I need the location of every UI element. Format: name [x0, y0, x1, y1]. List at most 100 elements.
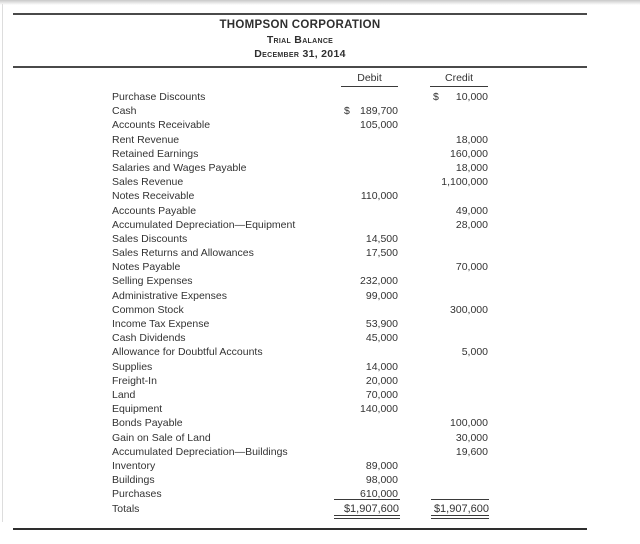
account-name: Rent Revenue — [112, 133, 180, 146]
dollar-sign: $ — [433, 91, 439, 103]
credit-value: 18,000 — [455, 133, 488, 146]
debit-value: 610,000 — [360, 488, 398, 501]
credit-value: 100,000 — [450, 417, 488, 430]
credit-amount-cell: 18,000 — [433, 133, 488, 147]
debit-double-underline — [334, 515, 400, 519]
report-title: Trial Balance — [266, 33, 334, 46]
debit-value: 232,000 — [360, 275, 398, 288]
credit-column-header: Credit — [430, 72, 488, 87]
debit-value: 105,000 — [360, 119, 398, 132]
company-name: THOMPSON CORPORATION — [219, 19, 381, 31]
table-row: Accounts Payable 49,000 — [0, 204, 640, 218]
table-row: Income Tax Expense 53,900 — [0, 317, 640, 331]
table-row: Cash $189,700 — [0, 104, 640, 118]
debit-amount-cell: $189,700 — [344, 104, 398, 118]
debit-total: $1,907,600 — [343, 503, 399, 515]
table-row: Bonds Payable 100,000 — [0, 416, 640, 430]
table-row: Purchase Discounts $10,000 — [0, 90, 640, 104]
table-row: Buildings 98,000 — [0, 473, 640, 487]
account-name: Sales Returns and Allowances — [112, 247, 254, 260]
debit-subtotal-rule — [334, 498, 400, 500]
credit-value: 300,000 — [450, 303, 488, 316]
account-name: Income Tax Expense — [112, 318, 210, 330]
debit-amount-cell: 17,500 — [344, 246, 398, 260]
debit-value: 53,900 — [365, 318, 398, 330]
credit-value: 19,600 — [455, 445, 488, 458]
table-row: Rent Revenue 18,000 — [0, 133, 640, 147]
table-row: Inventory 89,000 — [0, 459, 640, 473]
credit-amount-cell: 1,100,000 — [433, 175, 488, 189]
account-name: Bonds Payable — [112, 417, 183, 430]
debit-amount-cell: 89,000 — [344, 459, 398, 473]
table-row: Sales Revenue 1,100,000 — [0, 175, 640, 189]
debit-amount-cell: 53,900 — [344, 317, 398, 331]
account-name: Salaries and Wages Payable — [112, 161, 247, 174]
page-left-edge — [2, 4, 3, 522]
credit-value: 160,000 — [450, 147, 488, 160]
credit-amount-cell: 19,600 — [433, 445, 488, 459]
credit-amount-cell: 5,000 — [433, 345, 488, 359]
account-name: Notes Payable — [112, 261, 181, 274]
table-row: Selling Expenses 232,000 — [0, 274, 640, 288]
account-name: Freight-In — [112, 374, 157, 387]
credit-value: 49,000 — [455, 204, 488, 217]
credit-amount-cell: 30,000 — [433, 431, 488, 445]
table-row: Freight-In 20,000 — [0, 374, 640, 388]
table-row: Notes Payable 70,000 — [0, 260, 640, 274]
account-name: Accounts Payable — [112, 204, 197, 217]
credit-amount-cell: 49,000 — [433, 204, 488, 218]
debit-value: 110,000 — [360, 190, 398, 203]
table-row: Purchases 610,000 — [0, 487, 640, 501]
table-row: Retained Earnings 160,000 — [0, 147, 640, 161]
credit-value: 1,100,000 — [441, 176, 488, 189]
account-name: Purchases — [112, 488, 162, 501]
debit-amount-cell: 232,000 — [344, 274, 398, 288]
credit-value: 10,000 — [455, 91, 488, 103]
account-name: Cash Dividends — [112, 332, 186, 345]
report-header: THOMPSON CORPORATION Trial Balance Decem… — [13, 19, 587, 60]
table-row: Cash Dividends 45,000 — [0, 331, 640, 345]
debit-amount-cell: 98,000 — [344, 473, 398, 487]
credit-amount-cell: 160,000 — [433, 147, 488, 161]
debit-value: 70,000 — [365, 388, 398, 401]
debit-amount-cell: 14,500 — [344, 232, 398, 246]
table-row: Accumulated Depreciation—Equipment 28,00… — [0, 218, 640, 232]
debit-value: 20,000 — [365, 374, 398, 387]
debit-value: 89,000 — [365, 459, 398, 472]
table-row: Sales Discounts 14,500 — [0, 232, 640, 246]
account-name: Accounts Receivable — [112, 119, 211, 132]
debit-value: 45,000 — [365, 332, 398, 345]
account-name: Buildings — [112, 474, 155, 487]
account-name: Gain on Sale of Land — [112, 431, 211, 444]
table-row: Supplies 14,000 — [0, 360, 640, 374]
debit-amount-cell: 20,000 — [344, 374, 398, 388]
account-name: Equipment — [112, 403, 163, 416]
account-name: Administrative Expenses — [112, 289, 227, 302]
debit-amount-cell: 610,000 — [344, 487, 398, 501]
debit-amount-cell: 99,000 — [344, 289, 398, 303]
account-name: Land — [112, 388, 136, 401]
credit-amount-cell: 18,000 — [433, 161, 488, 175]
credit-subtotal-rule — [431, 498, 489, 500]
debit-value: 140,000 — [360, 403, 398, 416]
credit-amount-cell: 70,000 — [433, 260, 488, 274]
report-date: December 31, 2014 — [254, 48, 346, 60]
totals-label: Totals — [112, 503, 140, 515]
account-name: Common Stock — [112, 303, 184, 316]
account-name: Retained Earnings — [112, 147, 199, 160]
dollar-sign: $ — [344, 105, 350, 118]
account-name: Allowance for Doubtful Accounts — [112, 346, 263, 359]
debit-value: 99,000 — [365, 289, 398, 302]
credit-value: 70,000 — [455, 261, 488, 274]
credit-value: 5,000 — [461, 346, 488, 359]
account-name: Accumulated Depreciation—Buildings — [112, 445, 288, 458]
account-name: Notes Receivable — [112, 190, 195, 203]
debit-value: 14,000 — [365, 360, 398, 373]
table-row: Sales Returns and Allowances 17,500 — [0, 246, 640, 260]
account-rows: Purchase Discounts $10,000 Cash $189,700… — [0, 90, 640, 501]
credit-amount-cell: 300,000 — [433, 303, 488, 317]
table-row: Common Stock 300,000 — [0, 303, 640, 317]
debit-amount-cell: 110,000 — [344, 189, 398, 203]
account-name: Inventory — [112, 459, 156, 472]
